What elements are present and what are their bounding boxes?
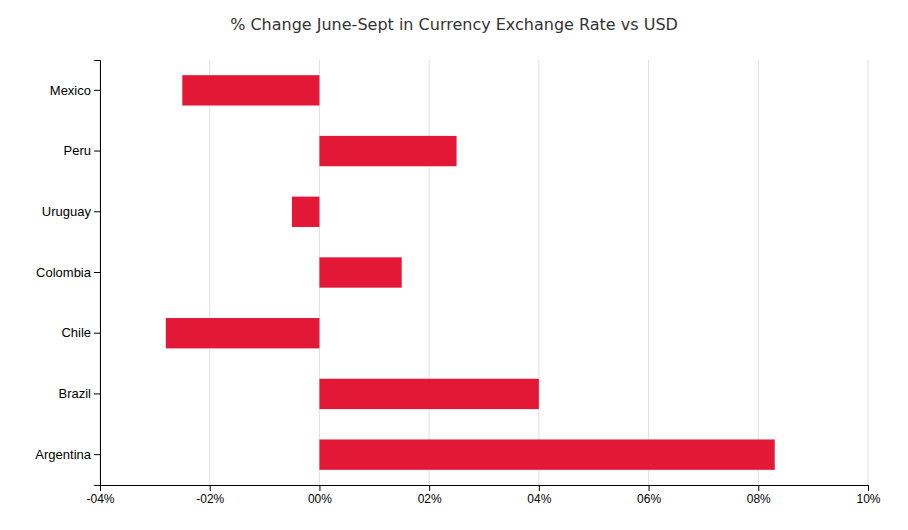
- tick-label: 00%: [308, 492, 332, 506]
- tick: Argentina: [35, 447, 100, 462]
- tick-mark: [94, 90, 100, 91]
- grid: [100, 60, 868, 485]
- tick-mark: [539, 485, 540, 491]
- grid-line: [429, 60, 430, 485]
- axis-line: [94, 61, 101, 486]
- tick: 06%: [637, 485, 661, 506]
- tick-mark: [94, 272, 100, 273]
- chart: % Change June-Sept in Currency Exchange …: [0, 0, 908, 530]
- tick-label: Uruguay: [42, 204, 92, 219]
- tick: -02%: [196, 485, 224, 506]
- grid-line: [538, 60, 539, 485]
- tick-label: Mexico: [50, 83, 91, 98]
- tick-mark: [210, 485, 211, 491]
- grid-line: [648, 60, 649, 485]
- tick: Brazil: [58, 386, 100, 401]
- tick: 10%: [856, 485, 880, 506]
- bar: [319, 379, 538, 409]
- tick-label: -02%: [196, 492, 224, 506]
- tick-label: Chile: [61, 325, 91, 340]
- bars: [166, 75, 775, 470]
- bar: [166, 318, 320, 348]
- tick-mark: [94, 151, 100, 152]
- tick: Chile: [61, 325, 100, 340]
- tick-label: 04%: [527, 492, 551, 506]
- tick-label: -04%: [86, 492, 114, 506]
- tick-label: Peru: [64, 143, 91, 158]
- tick-mark: [649, 485, 650, 491]
- tick: Colombia: [36, 265, 100, 280]
- x-axis: -04% -02% 00% 02% 04% 06% 08% 10%: [86, 485, 880, 506]
- tick-mark: [94, 333, 100, 334]
- tick-label: 02%: [418, 492, 442, 506]
- bar: [319, 257, 401, 287]
- tick-mark: [758, 485, 759, 491]
- tick: 02%: [418, 485, 442, 506]
- tick-label: Argentina: [35, 447, 91, 462]
- y-axis: Argentina Brazil Chile Colombia Uruguay Peru M…: [35, 61, 100, 486]
- tick-mark: [94, 454, 100, 455]
- tick: 08%: [747, 485, 771, 506]
- bar: [292, 197, 319, 227]
- tick: Peru: [64, 143, 100, 158]
- tick: Uruguay: [42, 204, 100, 219]
- tick-label: Brazil: [58, 386, 91, 401]
- grid-line: [758, 60, 759, 485]
- tick-mark: [429, 485, 430, 491]
- tick: Mexico: [50, 83, 100, 98]
- tick-label: Colombia: [36, 265, 92, 280]
- axis-line: [101, 486, 869, 492]
- tick-label: 08%: [747, 492, 771, 506]
- title: % Change June-Sept in Currency Exchange …: [230, 15, 678, 34]
- plot: -04% -02% 00% 02% 04% 06% 08% 10% Argentina Brazi…: [35, 60, 880, 506]
- grid-line: [868, 60, 869, 485]
- tick-mark: [319, 485, 320, 491]
- tick-mark: [94, 393, 100, 394]
- tick-mark: [868, 485, 869, 491]
- tick-mark: [94, 211, 100, 212]
- bar: [319, 439, 774, 469]
- tick: -04%: [86, 485, 114, 506]
- tick-label: 10%: [856, 492, 880, 506]
- bar: [182, 75, 319, 105]
- tick: 04%: [527, 485, 551, 506]
- tick: 00%: [308, 485, 332, 506]
- bar: [319, 136, 456, 166]
- grid-line: [209, 60, 210, 485]
- tick-label: 06%: [637, 492, 661, 506]
